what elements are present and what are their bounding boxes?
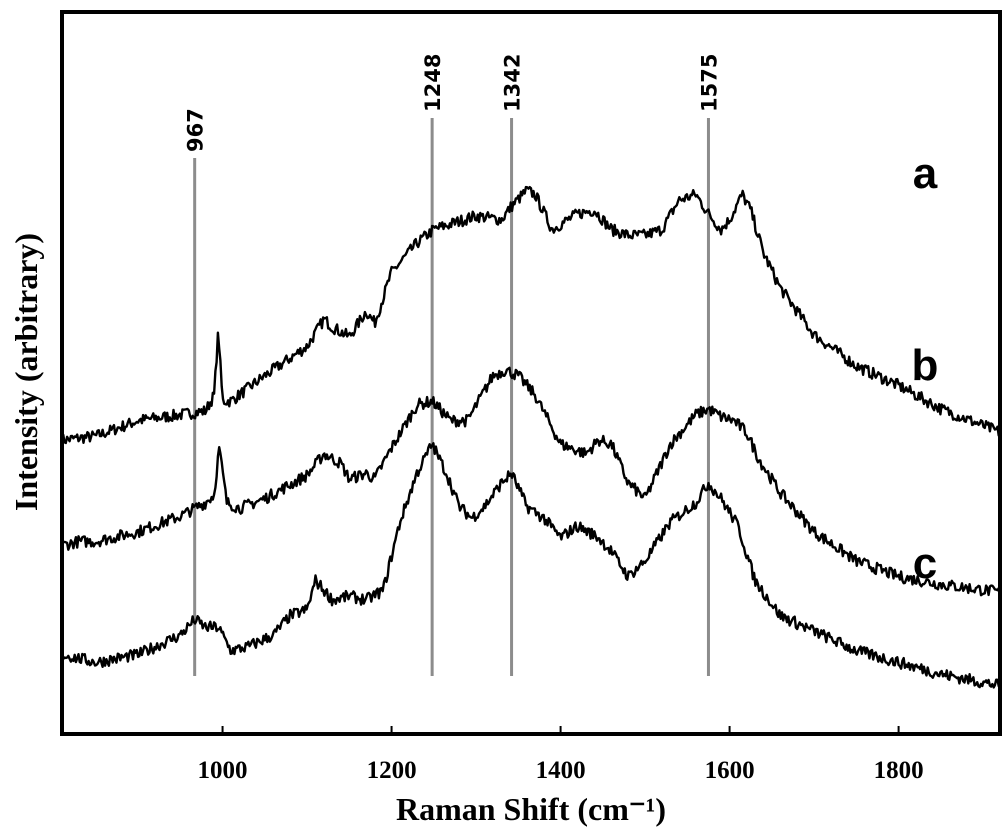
x-tick-label-1400: 1400 — [536, 757, 586, 784]
series-line-a — [60, 185, 1002, 447]
y-axis-title: Intensity (arbitrary) — [8, 233, 44, 511]
peak-marker-labels: 967 1248 1342 1575 — [184, 54, 722, 152]
series-label-c: c — [913, 539, 937, 588]
series-line-b — [60, 366, 1002, 597]
x-axis-ticks: 1000 1200 1400 1600 1800 — [198, 726, 924, 784]
peak-marker-label-1248: 1248 — [421, 54, 445, 112]
peak-marker-label-1342: 1342 — [501, 54, 525, 112]
peak-marker-label-967: 967 — [184, 108, 208, 152]
series-line-c — [60, 442, 1002, 689]
series-label-a: a — [913, 149, 938, 198]
peak-marker-label-1575: 1575 — [697, 54, 721, 112]
x-tick-label-1000: 1000 — [198, 757, 248, 784]
x-tick-label-1800: 1800 — [874, 757, 924, 784]
series-labels: a b c — [912, 149, 939, 588]
series-traces — [60, 185, 1002, 689]
x-axis-title: Raman Shift (cm⁻¹) — [396, 791, 666, 827]
peak-marker-lines — [193, 118, 710, 676]
x-tick-label-1600: 1600 — [705, 757, 755, 784]
x-tick-label-1200: 1200 — [367, 757, 417, 784]
plot-frame — [60, 10, 1002, 736]
series-label-b: b — [912, 341, 939, 390]
